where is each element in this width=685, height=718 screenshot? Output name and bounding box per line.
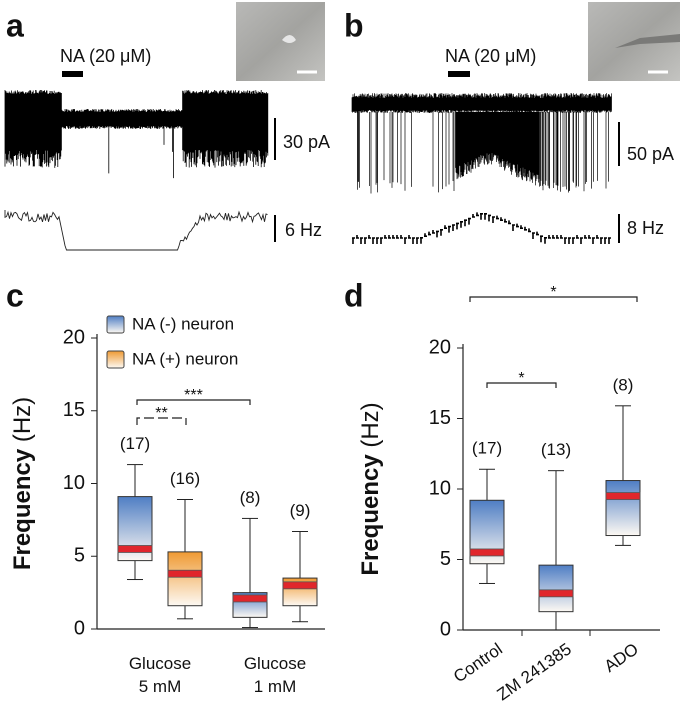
x-tick-label: ZM 241385: [494, 639, 575, 704]
box: [167, 551, 203, 607]
n-label: (13): [541, 440, 571, 459]
y-tick-label: 10: [63, 472, 85, 494]
panel-letter: a: [6, 7, 24, 43]
significance-label: **: [155, 405, 167, 422]
drug-bar: [62, 71, 83, 77]
n-label: (16): [170, 469, 200, 488]
y-tick-label: 10: [429, 477, 451, 499]
median: [469, 548, 505, 557]
x-tick-label-line: Glucose: [129, 654, 191, 673]
traces: [4, 90, 612, 251]
n-label: (9): [290, 501, 311, 520]
significance-bracket: [486, 382, 557, 388]
y-axis-label-unit: (Hz): [9, 397, 36, 449]
legend-label: NA (-) neuron: [132, 314, 234, 333]
n-label: (17): [472, 439, 502, 458]
y-tick-label: 20: [63, 326, 85, 348]
x-tick-label: Glucose 1 mM: [244, 654, 306, 696]
y-axis-label: Frequency (Hz): [9, 397, 36, 570]
y-tick-label: 20: [429, 336, 451, 358]
median: [282, 581, 318, 590]
y-axis-label-main: Frequency: [357, 454, 384, 576]
x-tick-label-line: Glucose: [244, 654, 306, 673]
drug-label: NA (20 μM): [445, 46, 536, 66]
y-axis-label-main: Frequency: [9, 448, 36, 570]
legend-swatch: [106, 350, 125, 369]
scale-label: 50 pA: [627, 144, 674, 164]
median: [232, 594, 268, 603]
significance-bracket: [469, 296, 638, 302]
y-tick-label: 5: [74, 545, 85, 567]
median: [117, 545, 153, 553]
median: [167, 569, 203, 578]
panel-letter: d: [344, 277, 364, 313]
n-label: (8): [240, 488, 261, 507]
legend-swatch: [106, 315, 125, 334]
y-tick-label: 15: [429, 407, 451, 429]
x-tick-label-line: 1 mM: [254, 677, 297, 696]
significance-bracket: [136, 399, 251, 405]
box: [605, 480, 641, 537]
legend-label: NA (+) neuron: [132, 349, 238, 368]
inset-pipette: [615, 34, 680, 48]
scale-label: 8 Hz: [627, 218, 664, 238]
significance-label: ***: [184, 387, 203, 404]
drug-bar: [448, 71, 470, 77]
median: [538, 589, 574, 598]
inset-image: [236, 2, 325, 81]
y-tick-label: 5: [440, 548, 451, 570]
panel-letter: c: [6, 277, 24, 313]
significance-label: *: [518, 370, 524, 387]
n-label: (17): [120, 434, 150, 453]
rate-trace: [352, 212, 611, 244]
y-tick-label: 15: [63, 399, 85, 421]
x-tick-label: Glucose 5 mM: [129, 654, 191, 696]
significance-label: *: [550, 284, 556, 301]
inset-cell: [282, 35, 296, 43]
current-trace: [4, 90, 269, 179]
y-axis-label: Frequency (Hz): [357, 402, 384, 575]
significance-bracket: [136, 417, 187, 425]
scale-label: 30 pA: [283, 132, 330, 152]
x-tick-label: Control: [450, 639, 506, 686]
scale-label: 6 Hz: [285, 220, 322, 240]
x-tick-label: ADO: [601, 639, 642, 676]
box: [538, 564, 574, 613]
x-tick-label-line: 5 mM: [139, 677, 182, 696]
current-trace: [351, 93, 612, 194]
y-tick-label: 0: [440, 618, 451, 640]
y-axis-label-unit: (Hz): [357, 402, 384, 454]
rate-trace: [4, 210, 268, 251]
panel-letter: b: [344, 7, 364, 43]
drug-label: NA (20 μM): [60, 46, 151, 66]
median: [605, 492, 641, 500]
n-label: (8): [613, 375, 634, 394]
y-tick-label: 0: [74, 617, 85, 639]
